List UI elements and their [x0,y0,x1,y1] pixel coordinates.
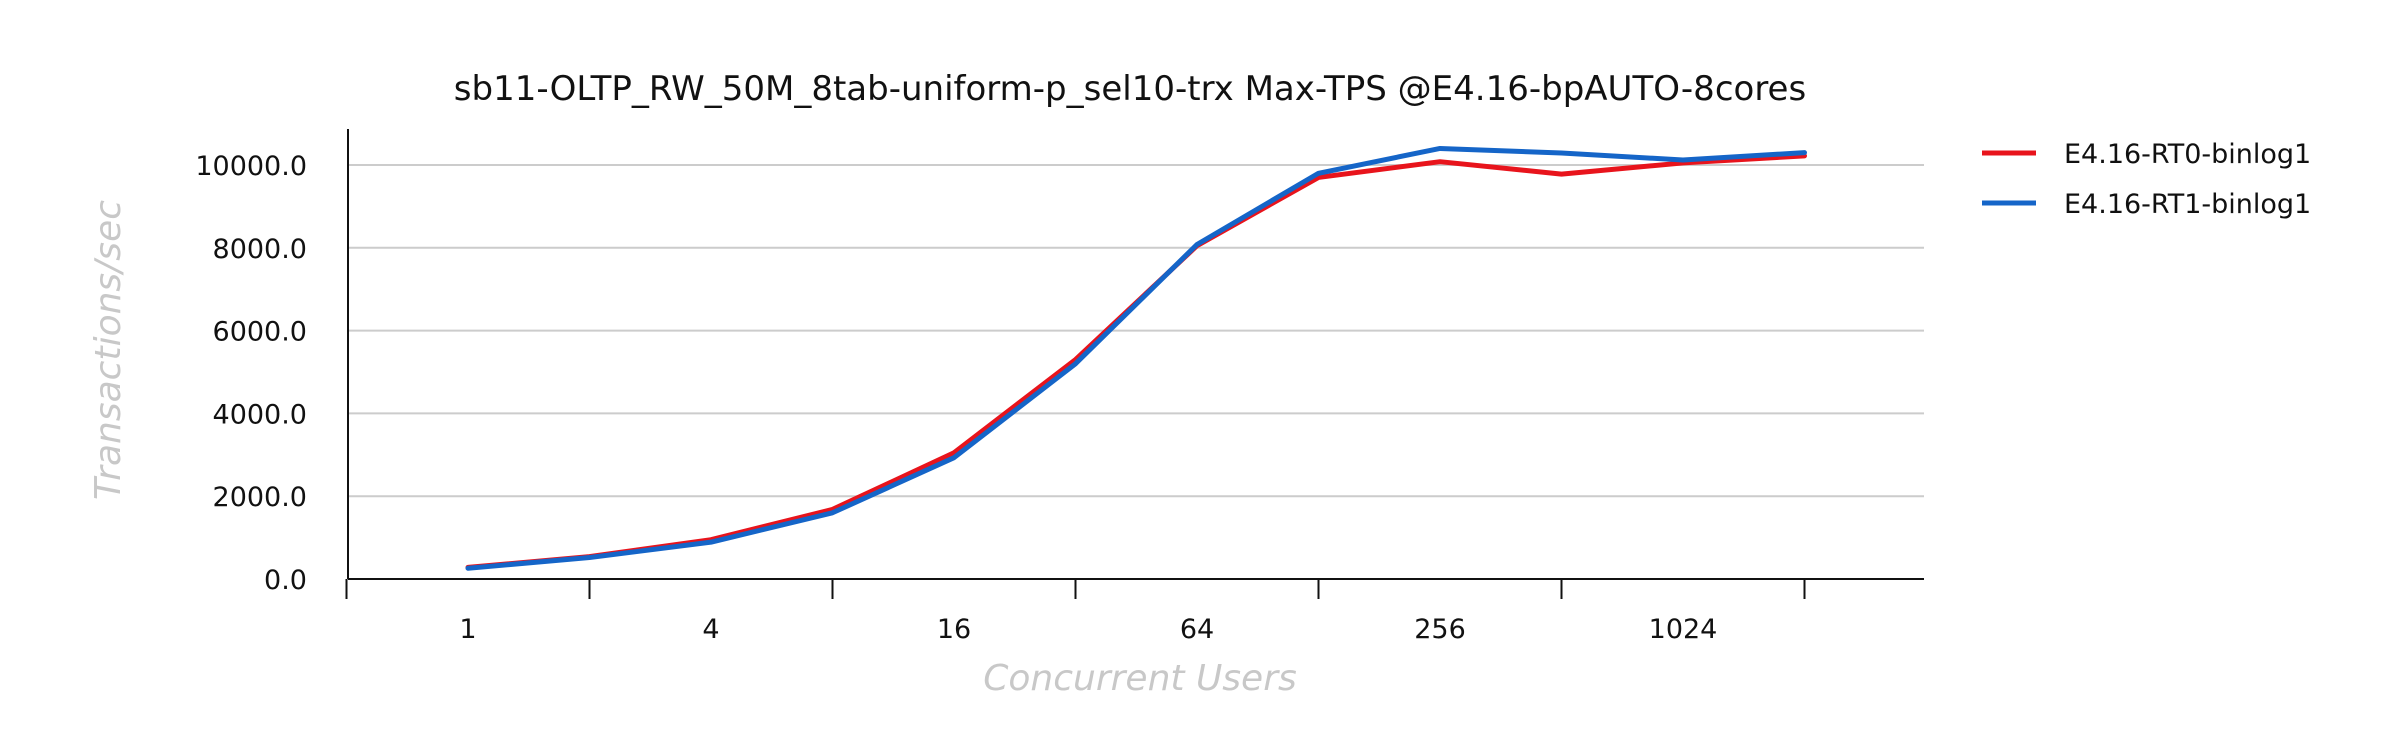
axes [347,129,1924,580]
series-line[interactable] [465,153,1807,570]
x-tick-label: 16 [937,614,971,645]
y-tick-label: 8000.0 [213,234,307,265]
y-tick-label: 10000.0 [195,151,307,182]
y-axis-ticks: 0.0 2000.0 4000.0 6000.0 8000.0 10000.0 [195,151,307,596]
x-tick-label: 1 [459,614,476,645]
y-tick-label: 2000.0 [213,482,307,513]
series-line[interactable] [465,145,1807,571]
y-tick-label: 0.0 [264,565,307,596]
legend-label: E4.16-RT0-binlog1 [2064,139,2311,170]
legend[interactable]: E4.16-RT0-binlog1 E4.16-RT1-binlog1 [1982,139,2311,220]
x-tick-label: 4 [702,614,719,645]
chart-title: sb11-OLTP_RW_50M_8tab-uniform-p_sel10-tr… [454,69,1806,109]
x-tick-label: 1024 [1649,614,1718,645]
y-axis-label: Transactions/sec [88,200,129,500]
x-tick-label: 64 [1180,614,1214,645]
y-tick-label: 4000.0 [213,399,307,430]
x-axis-label: Concurrent Users [983,658,1297,699]
y-tick-label: 6000.0 [213,317,307,348]
x-axis-ticks: 1 4 16 64 256 1024 [345,579,1806,645]
x-tick-label: 256 [1414,614,1466,645]
grid-lines [348,164,1924,498]
series-lines [465,145,1807,571]
legend-label: E4.16-RT1-binlog1 [2064,189,2311,220]
